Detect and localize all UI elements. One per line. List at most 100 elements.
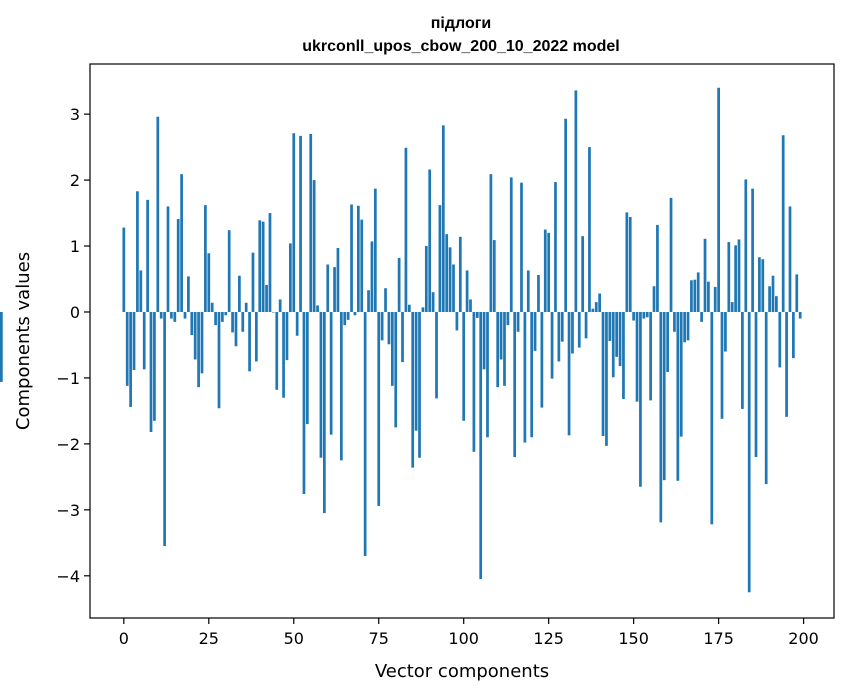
bar xyxy=(414,311,418,431)
bar xyxy=(394,311,398,428)
bar xyxy=(496,311,500,388)
bar xyxy=(683,311,686,343)
bar xyxy=(455,311,459,331)
bar xyxy=(751,188,754,312)
x-tick-label: 0 xyxy=(119,629,129,648)
bar xyxy=(747,311,751,593)
bar xyxy=(180,174,183,312)
bar xyxy=(771,275,775,312)
bar xyxy=(353,311,357,316)
bar xyxy=(339,311,343,461)
bar xyxy=(547,232,551,312)
bar xyxy=(543,229,547,312)
bar xyxy=(404,147,408,312)
bar xyxy=(499,311,503,360)
bar xyxy=(438,205,442,312)
bar xyxy=(435,311,438,399)
bar xyxy=(557,311,561,362)
bar xyxy=(428,169,432,312)
bar xyxy=(710,311,714,525)
bar xyxy=(210,302,214,312)
bar xyxy=(642,311,646,319)
bar xyxy=(645,311,649,318)
bar xyxy=(523,311,527,443)
x-tick-label: 125 xyxy=(533,629,564,648)
bar xyxy=(441,125,445,312)
bar xyxy=(768,286,771,312)
bar xyxy=(153,311,156,421)
bar xyxy=(594,302,598,312)
bar xyxy=(727,242,731,312)
bar xyxy=(370,241,374,312)
bar xyxy=(506,311,510,326)
bar xyxy=(591,308,595,312)
x-tick-label: 100 xyxy=(448,629,479,648)
bar xyxy=(322,311,326,514)
bar xyxy=(238,275,241,312)
bar xyxy=(411,311,415,468)
bar xyxy=(275,311,279,390)
bar xyxy=(149,311,153,433)
bar xyxy=(333,267,336,312)
y-tick-label: 2 xyxy=(70,171,80,190)
bar xyxy=(513,311,517,458)
bar xyxy=(326,264,330,312)
bar xyxy=(795,274,799,312)
bar xyxy=(482,311,486,370)
bar xyxy=(567,311,571,436)
bar xyxy=(465,270,469,312)
bar xyxy=(601,311,605,436)
bar xyxy=(788,206,792,312)
bar xyxy=(649,311,652,401)
x-tick-label: 200 xyxy=(788,629,819,648)
y-tick-label: −2 xyxy=(56,435,80,454)
x-axis-label: Vector components xyxy=(375,661,549,682)
bar xyxy=(183,311,187,319)
bar xyxy=(421,307,425,312)
bar xyxy=(384,288,387,312)
bar xyxy=(350,204,353,312)
bar xyxy=(176,218,180,312)
bar xyxy=(217,311,221,409)
bar xyxy=(360,219,364,312)
bar xyxy=(520,182,523,312)
bar xyxy=(615,311,619,357)
bar xyxy=(367,290,370,312)
y-tick-label: 1 xyxy=(70,237,80,256)
bar xyxy=(159,311,163,319)
bar xyxy=(686,311,690,341)
bar xyxy=(707,281,710,312)
bar xyxy=(758,257,761,312)
bar xyxy=(632,311,635,321)
bar xyxy=(122,227,126,312)
bar xyxy=(268,213,272,312)
bar xyxy=(299,135,302,312)
bar xyxy=(373,188,377,312)
y-tick-label: −4 xyxy=(56,567,80,586)
bar xyxy=(564,118,568,312)
bar xyxy=(139,270,143,312)
bar xyxy=(639,311,642,487)
bar xyxy=(737,239,741,312)
bar xyxy=(775,296,778,312)
bar xyxy=(785,311,788,417)
bar xyxy=(251,252,255,312)
bar xyxy=(526,270,530,312)
bar xyxy=(503,311,506,386)
y-tick-label: 0 xyxy=(70,303,80,322)
bar xyxy=(673,311,676,332)
bar xyxy=(295,311,299,336)
bar xyxy=(234,311,238,347)
bar xyxy=(285,311,289,361)
bar xyxy=(462,311,466,421)
bar xyxy=(221,311,224,322)
bar xyxy=(690,280,693,312)
bar xyxy=(486,311,489,438)
bar xyxy=(302,311,306,495)
y-tick-label: 3 xyxy=(70,105,80,124)
bar xyxy=(397,257,401,312)
bar xyxy=(652,286,656,312)
bar xyxy=(224,311,228,316)
bar xyxy=(611,311,615,378)
bar xyxy=(605,311,608,446)
